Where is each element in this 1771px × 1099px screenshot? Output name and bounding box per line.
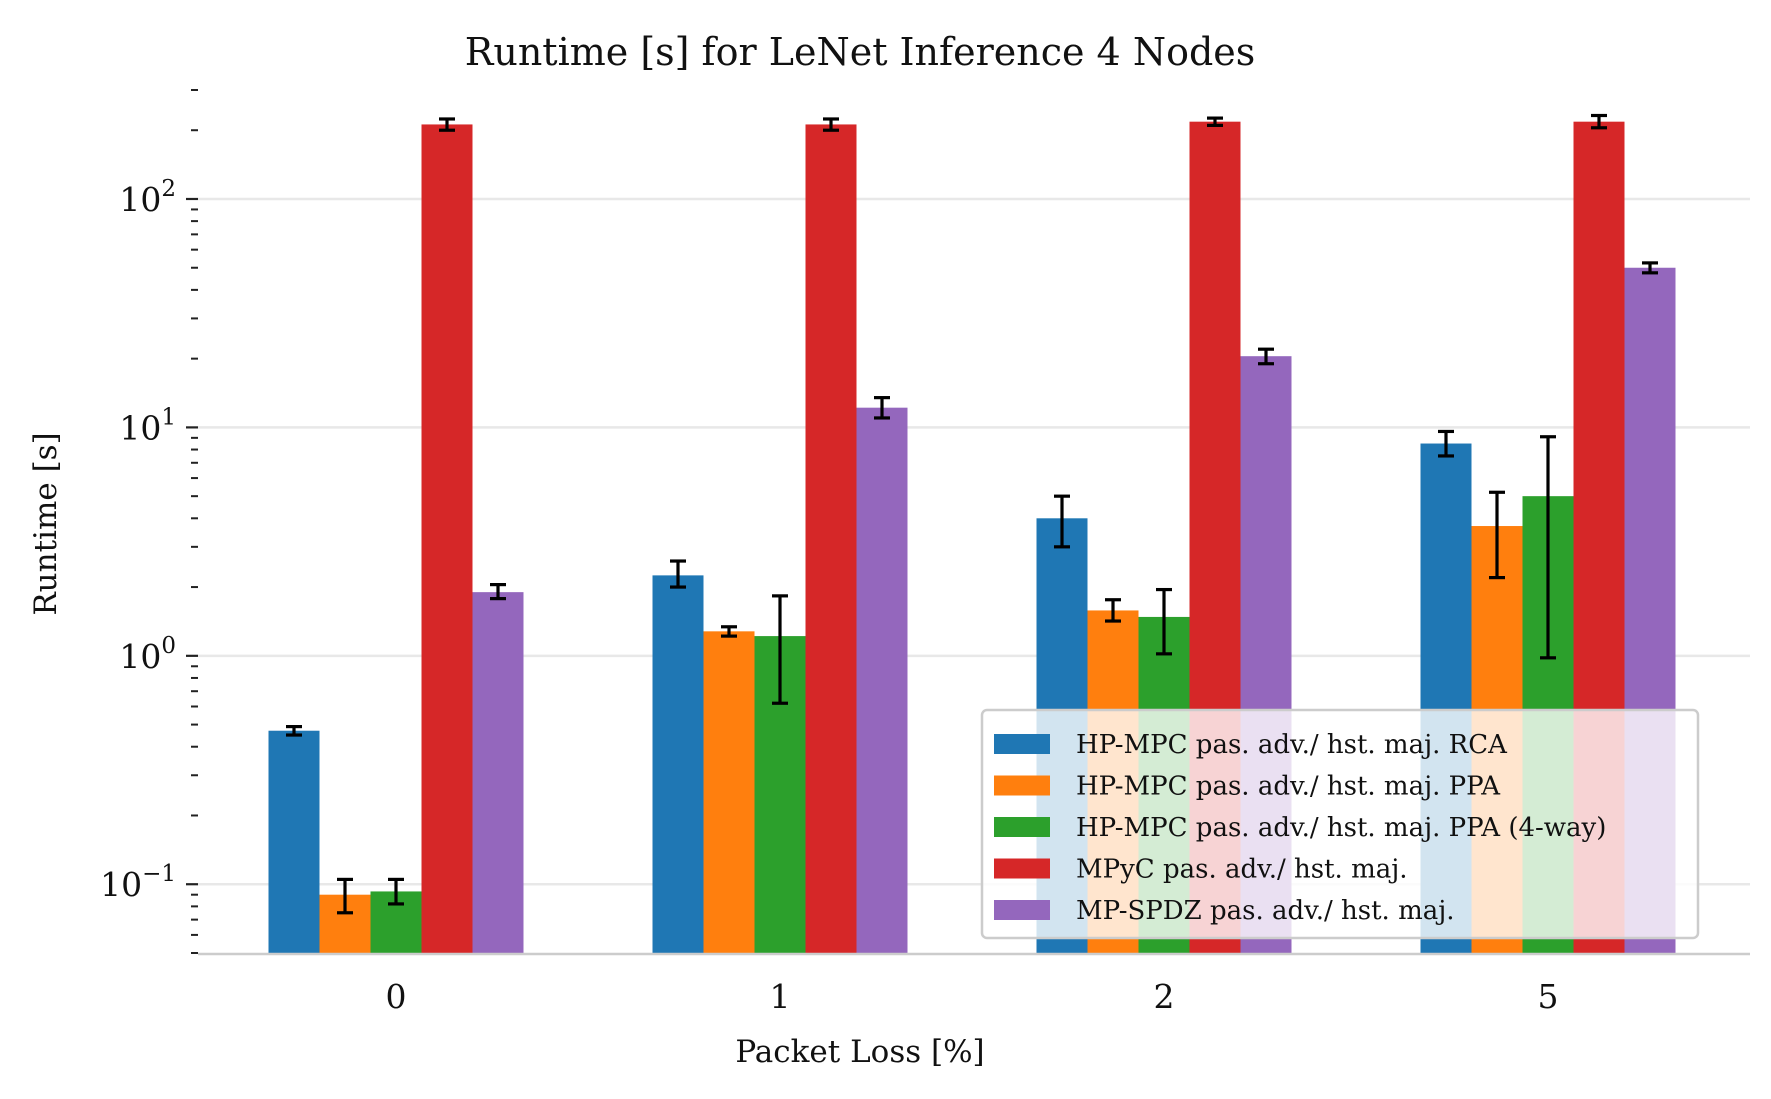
legend: HP-MPC pas. adv./ hst. maj. RCA HP-MPC pa… [980,708,1700,940]
legend-item-2: HP-MPC pas. adv./ hst. maj. PPA (4-way) [994,813,1606,843]
legend-label-3: MPyC pas. adv./ hst. maj. [1076,855,1408,885]
x-axis-label: Packet Loss [%] [735,1034,984,1070]
y-axis-label: Runtime [s] [28,432,64,615]
error-bar-s4-c2 [1258,347,1274,366]
error-bar-s2-c3 [1540,435,1556,660]
x-tick-label-1: 1 [770,977,791,1016]
axes-group: 10−1 100 101 102 0 1 2 5 [100,89,1750,1016]
error-bar-s3-c0 [439,117,455,132]
bar-s4-c1 [856,407,908,953]
legend-box [980,708,1700,940]
error-bar-s2-c1 [772,594,788,705]
error-bar-s4-c3 [1642,261,1658,275]
error-bars-group [286,113,1658,915]
error-bar-s0-c3 [1438,429,1454,458]
x-tick-label-0: 0 [386,977,407,1016]
error-bar-s3-c3 [1591,113,1607,130]
error-bar-s3-c2 [1207,116,1223,127]
legend-swatch-3 [994,858,1050,879]
legend-item-4: MP-SPDZ pas. adv./ hst. maj. [994,896,1455,926]
error-bar-s3-c1 [823,117,839,132]
error-bar-s1-c1 [721,625,737,638]
bar-s3-c0 [421,124,473,953]
error-bar-s2-c0 [388,877,404,906]
x-tick-label-2: 2 [1154,977,1175,1016]
error-bar-s4-c0 [490,583,506,601]
error-bar-s0-c2 [1054,494,1070,549]
bar-s0-c0 [268,730,320,953]
legend-item-1: HP-MPC pas. adv./ hst. maj. PPA [994,772,1501,802]
legend-swatch-4 [994,900,1050,920]
legend-label-0: HP-MPC pas. adv./ hst. maj. RCA [1076,730,1508,760]
legend-item-3: MPyC pas. adv./ hst. maj. [994,855,1408,885]
error-bar-s1-c2 [1105,598,1121,623]
error-bar-s1-c3 [1489,490,1505,580]
bar-s3-c1 [805,124,857,953]
y-tick-label-0: 10−1 [100,861,176,904]
legend-swatch-2 [994,817,1050,837]
error-bar-s0-c0 [286,724,302,737]
chart-title: Runtime [s] for LeNet Inference 4 Nodes [465,30,1256,74]
y-tick-label-2: 101 [119,404,176,447]
bar-s4-c0 [472,592,524,953]
legend-swatch-1 [994,775,1050,796]
x-tick-label-3: 5 [1538,977,1559,1016]
legend-item-0: HP-MPC pas. adv./ hst. maj. RCA [994,730,1508,760]
error-bar-s0-c1 [670,559,686,589]
error-bar-s2-c2 [1156,587,1172,656]
bar-s0-c1 [652,575,704,953]
error-bar-s1-c0 [337,877,353,915]
legend-label-4: MP-SPDZ pas. adv./ hst. maj. [1076,896,1455,926]
legend-label-1: HP-MPC pas. adv./ hst. maj. PPA [1076,772,1501,802]
legend-swatch-0 [994,734,1050,754]
y-tick-label-1: 100 [119,633,176,676]
legend-label-2: HP-MPC pas. adv./ hst. maj. PPA (4-way) [1076,813,1606,843]
bar-s1-c1 [703,631,755,953]
error-bar-s4-c1 [874,396,890,420]
y-tick-label-3: 102 [119,176,176,219]
